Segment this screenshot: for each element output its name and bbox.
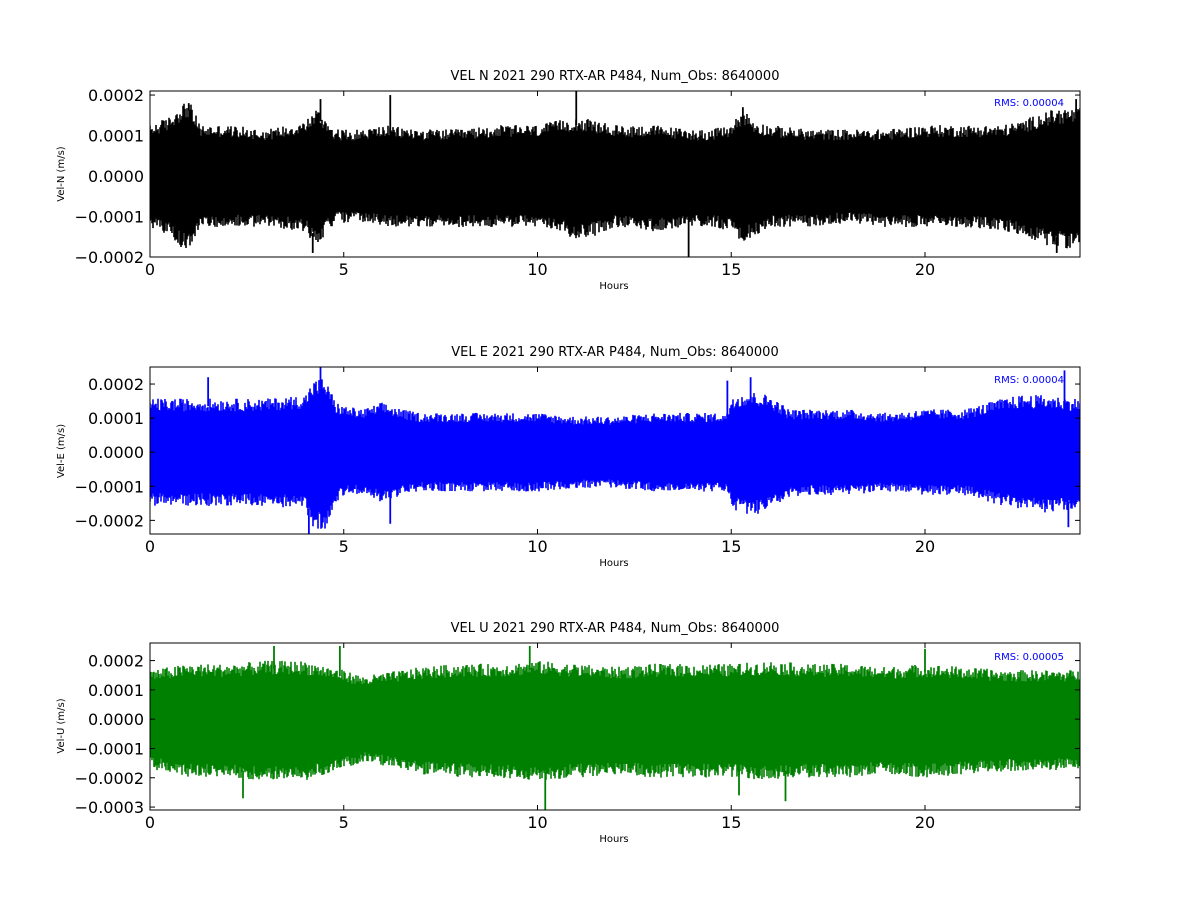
- x-tick-label: 10: [527, 813, 547, 832]
- axes-frame: [149, 642, 1081, 811]
- x-tick-label: 15: [721, 813, 741, 832]
- rms-annotation: RMS: 0.00005: [994, 652, 1064, 663]
- y-tick-label: 0.0002: [88, 375, 144, 394]
- series-line: [150, 379, 1080, 529]
- y-tick-label: 0.0000: [88, 167, 144, 186]
- x-tick-label: 5: [339, 260, 349, 279]
- x-tick-label: 10: [527, 260, 547, 279]
- x-tick-label: 0: [145, 537, 155, 556]
- x-tick-label: 15: [721, 260, 741, 279]
- x-tick-label: 20: [915, 260, 935, 279]
- y-axis-label: Vel-E (m/s): [56, 424, 67, 478]
- series-line: [150, 103, 1080, 249]
- series-line: [150, 660, 1080, 780]
- y-tick-label: −0.0002: [75, 511, 144, 530]
- x-axis-label: Hours: [599, 834, 628, 845]
- y-tick-label: −0.0003: [75, 798, 144, 817]
- y-tick-label: 0.0000: [88, 710, 144, 729]
- rms-annotation: RMS: 0.00004: [994, 98, 1064, 109]
- y-tick-label: −0.0001: [75, 477, 144, 496]
- plot-area: [150, 367, 1080, 534]
- x-tick-label: 20: [915, 537, 935, 556]
- y-axis-label: Vel-N (m/s): [56, 146, 67, 201]
- x-tick-label: 20: [915, 813, 935, 832]
- y-tick-label: −0.0001: [75, 739, 144, 758]
- y-tick-label: −0.0002: [75, 769, 144, 788]
- axes-frame: [149, 90, 1081, 258]
- panel-vel-e: VEL E 2021 290 RTX-AR P484, Num_Obs: 864…: [56, 345, 1081, 569]
- rms-annotation: RMS: 0.00004: [994, 375, 1064, 386]
- plot-area: [150, 645, 1080, 810]
- y-tick-label: 0.0000: [88, 443, 144, 462]
- x-tick-label: 5: [339, 813, 349, 832]
- y-axis-label: Vel-U (m/s): [56, 698, 67, 753]
- x-axis-label: Hours: [599, 281, 628, 292]
- x-tick-label: 5: [339, 537, 349, 556]
- y-tick-label: −0.0001: [75, 208, 144, 227]
- y-tick-label: 0.0001: [88, 681, 144, 700]
- y-tick-label: 0.0001: [88, 127, 144, 146]
- y-tick-label: −0.0002: [75, 248, 144, 267]
- panel-title: VEL U 2021 290 RTX-AR P484, Num_Obs: 864…: [451, 621, 780, 636]
- axes-frame: [149, 366, 1081, 535]
- plot-area: [150, 91, 1080, 257]
- x-tick-label: 0: [145, 260, 155, 279]
- y-tick-label: 0.0002: [88, 86, 144, 105]
- y-tick-label: 0.0002: [88, 652, 144, 671]
- panel-title: VEL N 2021 290 RTX-AR P484, Num_Obs: 864…: [451, 69, 780, 84]
- panel-vel-u: VEL U 2021 290 RTX-AR P484, Num_Obs: 864…: [56, 621, 1081, 845]
- x-tick-label: 10: [527, 537, 547, 556]
- panel-title: VEL E 2021 290 RTX-AR P484, Num_Obs: 864…: [451, 345, 778, 360]
- panel-vel-n: VEL N 2021 290 RTX-AR P484, Num_Obs: 864…: [56, 69, 1081, 292]
- x-tick-label: 15: [721, 537, 741, 556]
- y-tick-label: 0.0001: [88, 409, 144, 428]
- x-axis-label: Hours: [599, 558, 628, 569]
- x-tick-label: 0: [145, 813, 155, 832]
